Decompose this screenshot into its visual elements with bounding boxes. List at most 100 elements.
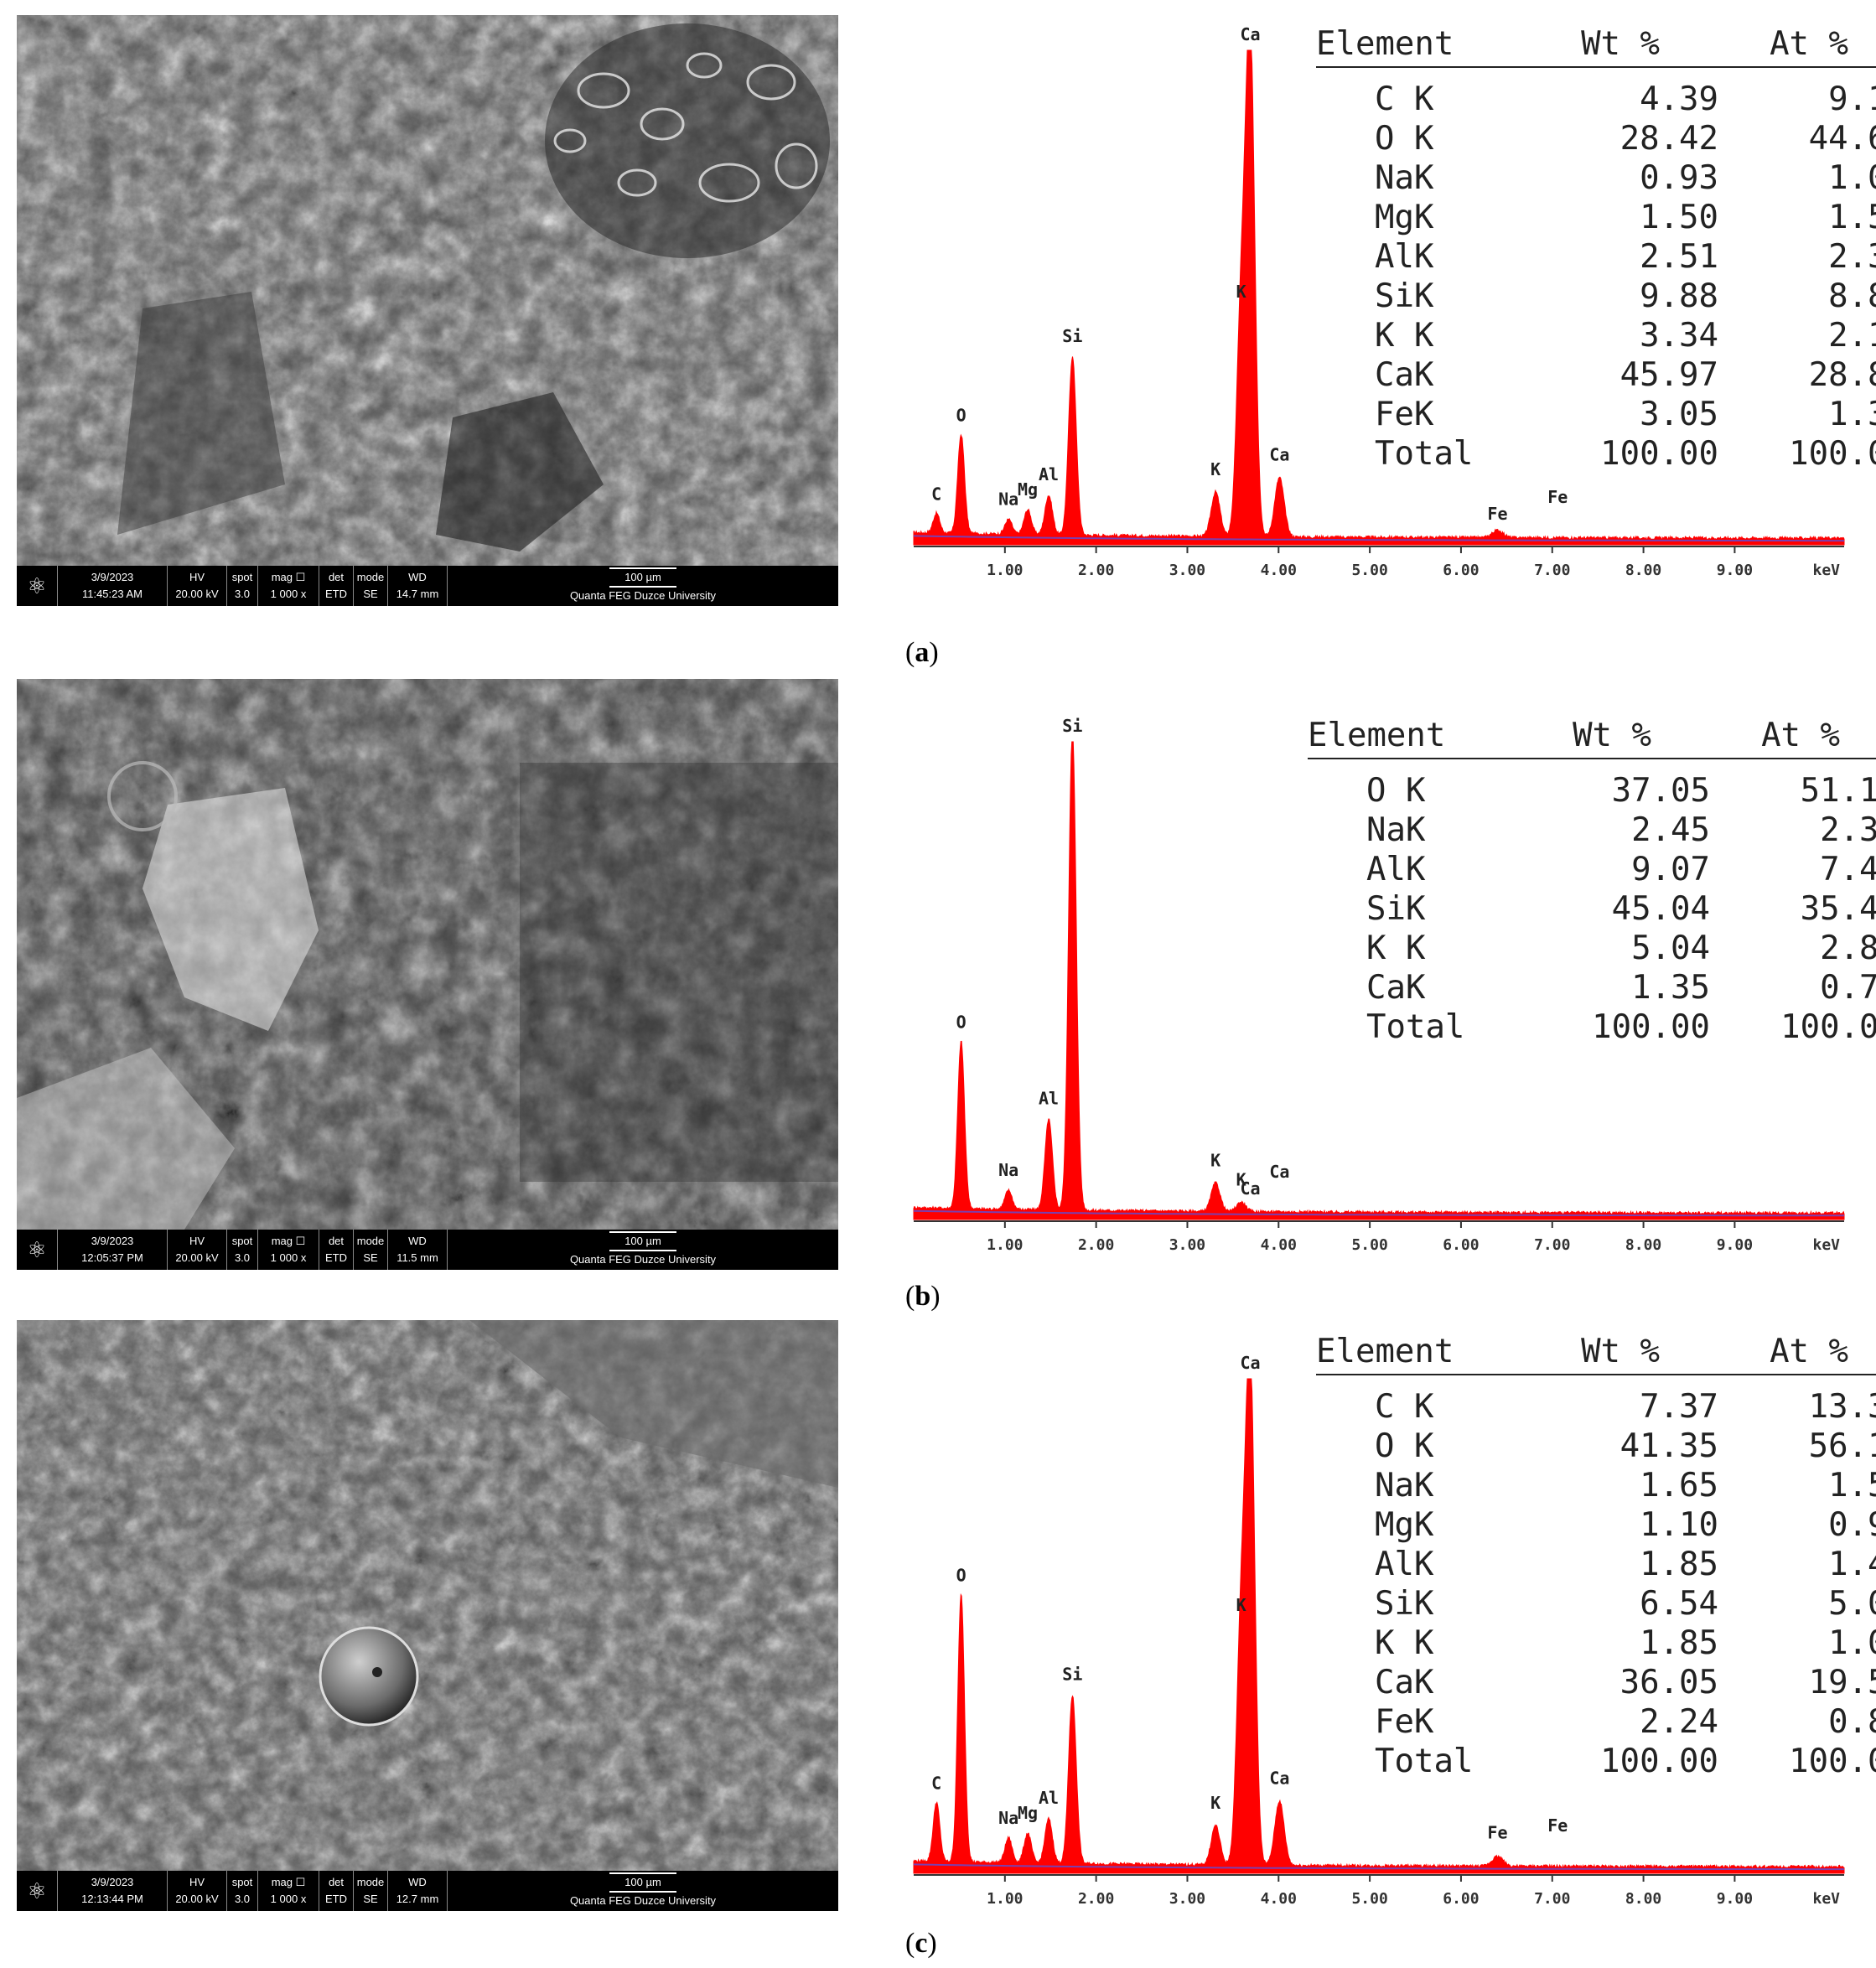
sem-hv: HV 20.00 kV — [167, 566, 226, 606]
element-cell: AlK — [1375, 238, 1434, 276]
peak-label: Na — [998, 1808, 1018, 1828]
table-row: K K 3.34 2.15 — [1316, 316, 1876, 355]
x-tick-label: 1.00 — [987, 562, 1023, 579]
table-row: SiK 6.54 5.06 — [1316, 1584, 1876, 1624]
table-row: O K 37.05 51.18 — [1308, 771, 1876, 811]
sem-micrograph-a — [17, 15, 838, 566]
figure-panel-a: ⚛ 3/9/2023 11:45:23 AM HV 20.00 kV spot 3.0… — [0, 0, 1876, 679]
element-cell: O K — [1366, 772, 1426, 810]
table-row: NaK 1.65 1.56 — [1316, 1466, 1876, 1505]
micrograph-texture-a — [17, 15, 838, 566]
element-cell: AlK — [1366, 851, 1426, 888]
at-cell: 2.34 — [1828, 238, 1876, 276]
table-row: CaK 1.35 0.74 — [1308, 968, 1876, 1007]
eds-chart-c: 1.00 2.00 3.00 4.00 5.00 6.00 7.00 8.00 9.00 keV C… — [913, 1354, 1845, 1908]
at-cell: 35.44 — [1800, 890, 1876, 928]
at-cell: 19.54 — [1808, 1664, 1876, 1701]
eds-table-c: Element Wt % At % C K 7.37 13.33 O K 41.35 56… — [1316, 1333, 1876, 1781]
element-cell: CaK — [1366, 969, 1426, 1007]
wt-cell: 0.93 — [1640, 159, 1718, 197]
peak-label: K — [1210, 459, 1220, 479]
x-tick-label: 5.00 — [1351, 562, 1387, 579]
wt-cell: 41.35 — [1619, 1427, 1718, 1465]
wt-cell: 3.05 — [1640, 396, 1718, 433]
eds-spectrum-c: 1.00 2.00 3.00 4.00 5.00 6.00 7.00 8.00 9.00 keV C… — [905, 1333, 1876, 1924]
sem-image-b: ⚛ 3/9/2023 12:05:37 PM HV 20.00 kV spot 3.0… — [17, 679, 838, 1270]
table-row: FeK 2.24 0.87 — [1316, 1702, 1876, 1742]
element-cell: C K — [1375, 80, 1434, 118]
spectrum-area — [913, 741, 1845, 1220]
x-tick-label: 8.00 — [1625, 562, 1661, 579]
at-cell: 1.37 — [1828, 396, 1876, 433]
sem-wd: WD 14.7 mm — [387, 566, 447, 606]
element-cell: AlK — [1375, 1546, 1434, 1583]
at-cell: 0.87 — [1828, 1703, 1876, 1741]
peak-label: Ca — [1241, 1354, 1261, 1373]
x-tick-label: 3.00 — [1169, 562, 1205, 579]
fei-logo-icon: ⚛ — [27, 1236, 47, 1262]
table-row: SiK 9.88 8.85 — [1316, 277, 1876, 316]
wt-cell: 28.42 — [1619, 120, 1718, 158]
at-cell: 7.43 — [1820, 851, 1876, 888]
at-cell: 1.02 — [1828, 159, 1876, 197]
x-tick-label: 2.00 — [1078, 1236, 1114, 1254]
peak-label: K — [1236, 1595, 1246, 1615]
element-cell: Total — [1366, 1008, 1465, 1046]
x-axis-label: keV — [1812, 562, 1840, 579]
element-cell: CaK — [1375, 356, 1434, 394]
table-row: C K 7.37 13.33 — [1316, 1387, 1876, 1427]
caption-c: (c) — [905, 1928, 937, 1959]
wt-cell: 1.35 — [1631, 969, 1710, 1007]
wt-cell: 1.10 — [1640, 1506, 1718, 1544]
figure-panel-b: ⚛ 3/9/2023 12:05:37 PM HV 20.00 kV spot 3.0… — [0, 679, 1876, 1320]
sem-image-a: ⚛ 3/9/2023 11:45:23 AM HV 20.00 kV spot 3.0… — [17, 15, 838, 606]
peak-label: Si — [1062, 717, 1082, 736]
x-axis-label: keV — [1812, 1236, 1840, 1254]
x-tick-label: 3.00 — [1169, 1890, 1205, 1908]
wt-cell: 36.05 — [1619, 1664, 1718, 1701]
wt-cell: 2.24 — [1640, 1703, 1718, 1741]
at-cell: 100.00 — [1789, 435, 1876, 473]
at-cell: 0.99 — [1828, 1506, 1876, 1544]
table-header: Element Wt % At % — [1316, 25, 1876, 68]
x-tick-label: 9.00 — [1717, 1890, 1753, 1908]
sem-det: det ETD — [319, 1871, 353, 1911]
spectrum-area — [913, 1378, 1845, 1874]
element-cell: Total — [1375, 435, 1474, 473]
element-cell: Total — [1375, 1743, 1474, 1780]
element-cell: NaK — [1375, 159, 1434, 197]
x-tick-label: 4.00 — [1261, 1236, 1297, 1254]
peak-label: Fe — [1487, 1823, 1507, 1843]
sem-databar-c: ⚛ 3/9/2023 12:13:44 PM HV 20.00 kV spot 3.0… — [17, 1871, 838, 1911]
eds-chart-a: 1.00 2.00 3.00 4.00 5.00 6.00 7.00 8.00 9.00 keV C… — [913, 25, 1845, 579]
at-cell: 13.33 — [1808, 1388, 1876, 1426]
peak-label: Si — [1062, 326, 1082, 346]
at-cell: 0.74 — [1820, 969, 1876, 1007]
x-tick-label: 9.00 — [1717, 1236, 1753, 1254]
peak-label: K — [1210, 1793, 1220, 1813]
table-row: K K 1.85 1.03 — [1316, 1624, 1876, 1663]
element-cell: CaK — [1375, 1664, 1434, 1701]
x-tick-label: 5.00 — [1351, 1890, 1387, 1908]
x-tick-label: 4.00 — [1261, 562, 1297, 579]
peak-label: Ca — [1269, 445, 1289, 465]
element-cell: K K — [1375, 317, 1434, 355]
sem-mode: mode SE — [353, 1871, 387, 1911]
figure-panel-c: ⚛ 3/9/2023 12:13:44 PM HV 20.00 kV spot 3.0… — [0, 1320, 1876, 1968]
sem-image-c: ⚛ 3/9/2023 12:13:44 PM HV 20.00 kV spot 3.0… — [17, 1320, 838, 1911]
at-cell: 56.15 — [1808, 1427, 1876, 1465]
wt-cell: 9.07 — [1631, 851, 1710, 888]
table-row: K K 5.04 2.85 — [1308, 929, 1876, 968]
wt-cell: 100.00 — [1600, 435, 1718, 473]
peak-label: O — [956, 1012, 967, 1032]
x-tick-label: 8.00 — [1625, 1236, 1661, 1254]
table-row: MgK 1.10 0.99 — [1316, 1505, 1876, 1545]
table-row: NaK 2.45 2.35 — [1308, 811, 1876, 850]
element-cell: NaK — [1375, 1467, 1434, 1504]
sem-det: det ETD — [319, 1230, 353, 1270]
sem-mode: mode SE — [353, 566, 387, 606]
peak-label: Fe — [1547, 487, 1568, 507]
wt-cell: 9.88 — [1640, 277, 1718, 315]
table-row: CaK 45.97 28.84 — [1316, 355, 1876, 395]
at-cell: 2.35 — [1820, 811, 1876, 849]
